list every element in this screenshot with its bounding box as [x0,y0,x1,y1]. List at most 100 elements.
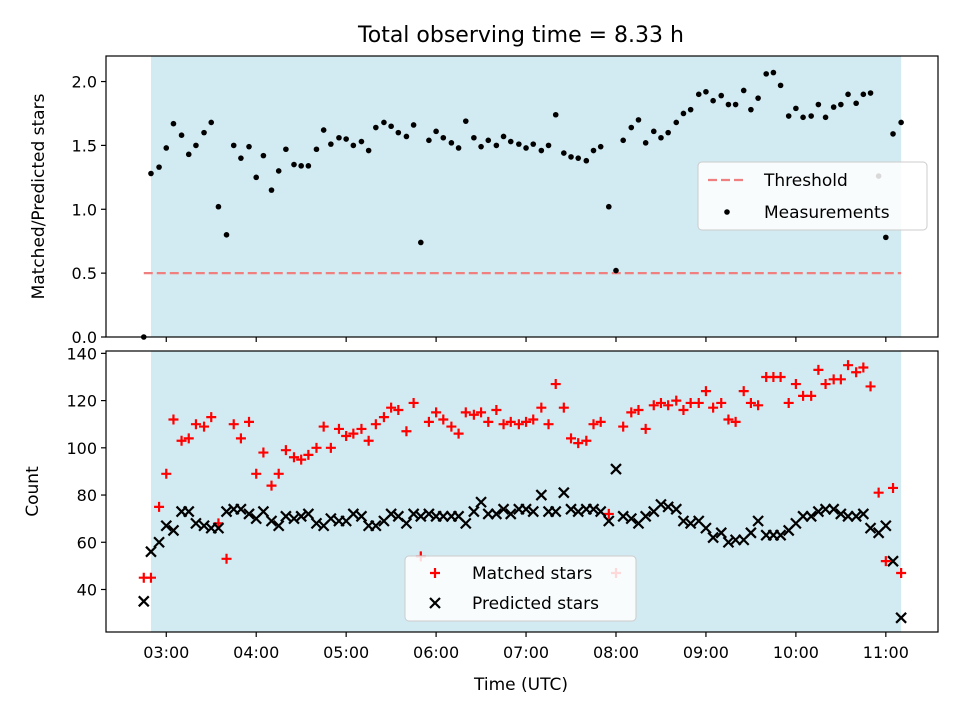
measurement-point [358,138,365,145]
legend: Threshold Measurements [697,161,928,231]
predicted-point [835,508,847,520]
measurement-point [298,163,304,169]
measurement-point [507,138,514,145]
measurement-point [170,120,177,127]
predicted-point [603,515,615,527]
measurement-point [395,129,402,136]
measurement-point [320,127,327,133]
matched-point [558,402,569,413]
measurement-point [732,101,739,108]
measurement-point [230,142,237,149]
predicted-point [857,508,870,520]
measurement-point [523,145,529,151]
matched-point [813,364,824,375]
measurement-point [687,106,694,113]
measurement-point [748,106,754,113]
matched-point [896,567,907,578]
predicted-point [160,519,173,532]
panel-2: 40 60 80 100 120 140 03:00 04:00 05:00 06:00 07:00… [23,344,939,662]
measurement-point [485,137,492,144]
predicted-point [468,505,480,518]
measurement-point [597,143,604,150]
measurement-point [718,92,725,99]
predicted-point [220,505,233,518]
predicted-point [535,489,548,501]
matched-point [491,405,502,416]
measurement-point [365,147,372,154]
measurement-point [605,203,612,210]
measurement-point [853,100,859,107]
predicted-point [475,496,487,508]
measurement-point [673,119,680,126]
matched-point [378,412,389,423]
matched-point [873,487,884,498]
measurement-point [373,124,379,131]
predicted-point [212,522,225,534]
measurement-point [755,95,761,101]
matched-point [693,397,704,408]
matched-point [513,419,524,430]
matched-point [408,397,419,408]
legend-matched-label: Matched stars [472,564,592,584]
predicted-point [887,555,899,567]
matched-point [753,400,764,411]
y-tick-label: 60 [77,533,97,552]
legend-matched-swatch [430,568,440,578]
matched-point [678,405,689,416]
measurement-point [343,136,349,142]
x-tick-label: 09:00 [683,643,729,662]
matched-point [251,468,262,479]
measurement-point [268,187,275,193]
matched-point [199,421,210,432]
predicted-point [504,508,517,520]
legend-predicted-swatch [429,597,441,609]
predicted-point [370,519,382,532]
matched-point [663,400,674,411]
measurement-point [381,119,387,126]
matched-point [588,419,599,430]
legend: Matched stars Predicted stars [404,555,637,622]
matched-point [633,405,644,416]
measurement-point [283,146,289,153]
matched-point [708,402,719,413]
measurement-point [410,122,417,128]
measurement-point [388,123,394,130]
matched-point [738,386,749,397]
predicted-point [684,517,697,530]
legend-box [404,555,637,622]
axes-frame [105,350,939,633]
measurement-point [275,168,282,174]
measurement-point [223,232,230,238]
predicted-point [243,508,255,520]
measurement-point [703,88,709,95]
y-tick-label: 1.5 [72,136,97,155]
measurement-point [800,114,806,121]
matched-point [723,414,734,425]
y-axis-label: Matched/Predicted stars [29,93,49,299]
measurement-point [500,133,507,140]
y-tick-label: 80 [77,486,97,505]
y-tick-label: 1.0 [72,200,97,219]
matched-point [311,442,322,453]
matched-point [730,416,741,427]
matched-point [386,402,397,413]
predicted-point [594,505,607,518]
measurement-point [246,143,252,150]
measurement-point [455,145,462,151]
measurement-point [822,114,829,121]
matched-point [806,390,817,401]
measurement-point [208,119,215,126]
measurement-point [613,267,619,274]
predicted-point [153,536,165,549]
x-tick-label: 07:00 [503,643,549,662]
predicted-point [295,510,307,523]
matched-point [446,421,457,432]
predicted-point [423,508,435,520]
measurement-point [808,113,814,119]
matched-point [888,482,899,493]
measurement-point [350,142,357,149]
measurement-point [260,152,267,159]
matched-point [161,468,172,479]
matched-point [244,416,255,427]
predicted-point [182,505,195,518]
